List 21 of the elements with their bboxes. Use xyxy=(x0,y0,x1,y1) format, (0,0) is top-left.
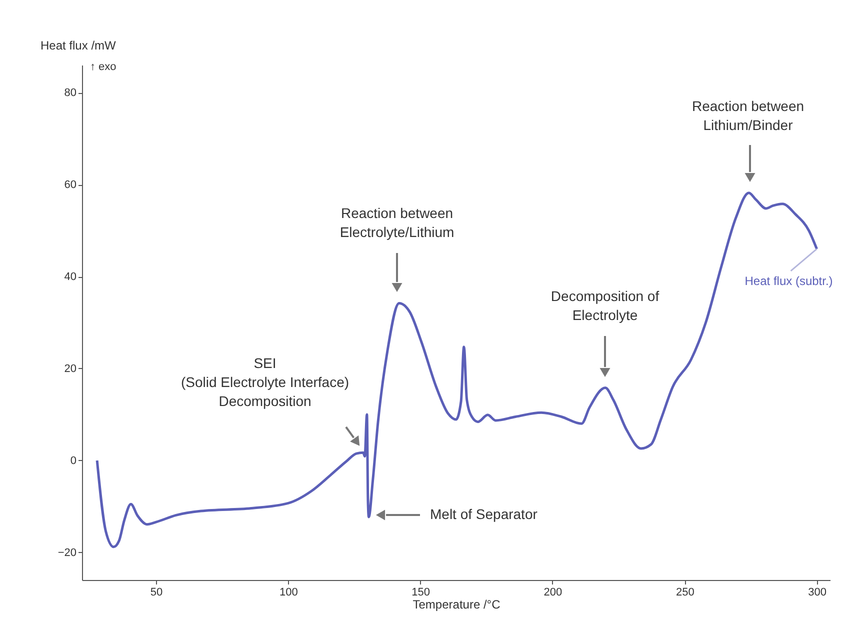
x-tick-label: 150 xyxy=(412,586,430,598)
annotation: Reaction between Electrolyte/Lithium xyxy=(340,205,454,240)
x-tick-label: 200 xyxy=(544,586,562,598)
y-tick-label: 40 xyxy=(64,271,76,284)
y-tick-label: 60 xyxy=(64,179,76,192)
y-tick-label: 0 xyxy=(70,454,76,467)
y-tick-label: 80 xyxy=(64,87,76,100)
y-tick-label: −20 xyxy=(58,546,76,559)
annotation: ↑ exo xyxy=(90,61,116,73)
y-axis-title: Heat flux /mW xyxy=(40,38,117,52)
annotation: SEI (Solid Electrolyte Interface) Decomposition xyxy=(180,355,350,409)
annotation: Melt of Separator xyxy=(430,506,538,522)
x-tick-label: 300 xyxy=(808,586,826,598)
annotation: Decomposition of Electrolyte xyxy=(550,288,660,323)
annotation: Reaction between Lithium/Binder xyxy=(692,98,804,133)
x-tick-label: 50 xyxy=(150,586,163,598)
x-tick-label: 100 xyxy=(279,586,298,598)
y-tick-label: 20 xyxy=(64,362,76,375)
text: Heat flux (subtr.) xyxy=(744,274,833,288)
x-axis-title: Temperature /°C xyxy=(412,598,501,612)
x-tick-label: 250 xyxy=(676,586,694,598)
